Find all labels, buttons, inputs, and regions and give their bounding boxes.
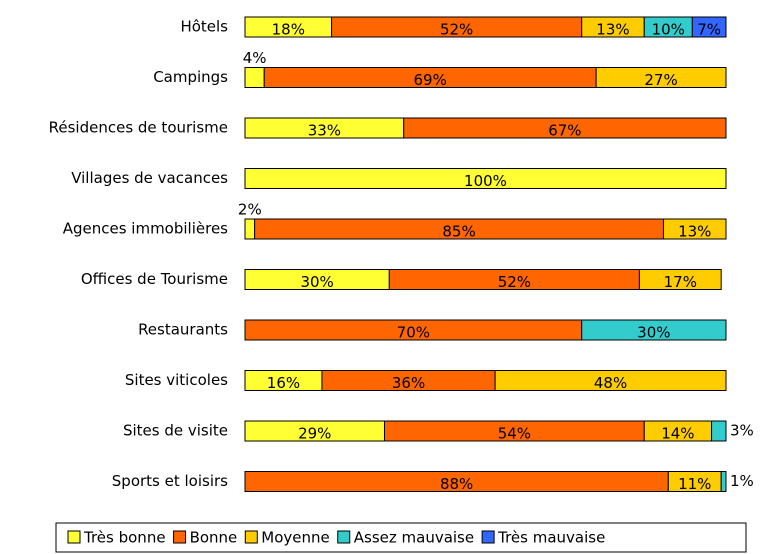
category-label: Restaurants: [138, 321, 228, 339]
value-label: 11%: [678, 475, 711, 493]
category-label: Sites viticoles: [125, 371, 228, 389]
bar-segment: [403, 117, 727, 139]
value-label: 33%: [308, 122, 341, 140]
category-label: Résidences de tourisme: [49, 119, 228, 137]
value-label: 85%: [442, 223, 475, 241]
value-label: 88%: [440, 475, 473, 493]
legend-swatch: [244, 530, 258, 544]
legend: Très bonne Bonne Moyenne Assez mauvaise Très…: [55, 522, 747, 553]
value-label: 27%: [644, 71, 677, 89]
value-label: 30%: [637, 324, 670, 342]
legend-swatch: [67, 530, 81, 544]
value-label: 29%: [298, 425, 331, 443]
value-label: 10%: [652, 21, 685, 39]
value-label: 54%: [498, 425, 531, 443]
legend-label: Assez mauvaise: [354, 529, 474, 547]
value-label: 70%: [397, 324, 430, 342]
value-label: 17%: [664, 273, 697, 291]
bar-segment: [691, 16, 727, 38]
value-label: 7%: [697, 21, 721, 39]
legend-label: Très mauvaise: [497, 529, 605, 547]
legend-label: Très bonne: [83, 529, 166, 547]
bar-segment: [244, 168, 727, 189]
bar-segment: [720, 471, 727, 492]
category-label: Offices de Tourisme: [81, 270, 228, 288]
bar-segment: [595, 67, 727, 88]
bar-segment: [662, 218, 727, 240]
value-label: 30%: [300, 273, 333, 291]
value-label: 16%: [267, 374, 300, 392]
value-label: 67%: [548, 122, 581, 140]
value-label: 2%: [238, 201, 262, 219]
bar-segment: [638, 269, 722, 290]
bar-segment: [244, 218, 256, 240]
bar-segment: [711, 420, 727, 442]
legend-swatch: [337, 530, 351, 544]
value-label: 48%: [594, 374, 627, 392]
legend-label: Bonne: [190, 529, 238, 547]
value-label: 14%: [661, 425, 694, 443]
value-label: 18%: [272, 21, 305, 39]
value-label: 52%: [498, 273, 531, 291]
category-label: Hôtels: [180, 18, 228, 36]
category-label: Villages de vacances: [71, 169, 228, 187]
value-label: 13%: [596, 21, 629, 39]
legend-label: Moyenne: [261, 529, 329, 547]
value-label: 52%: [440, 21, 473, 39]
value-label: 1%: [730, 472, 754, 490]
category-label: Sports et loisirs: [112, 472, 228, 490]
legend-swatch: [173, 530, 187, 544]
value-label: 100%: [464, 172, 507, 190]
legend-box: [55, 522, 747, 553]
value-label: 36%: [392, 374, 425, 392]
bar-segment: [581, 319, 727, 341]
category-label: Sites de visite: [123, 422, 228, 440]
category-label: Agences immobilières: [63, 220, 228, 238]
bar-segment: [494, 370, 727, 391]
bar-segment: [244, 67, 265, 88]
value-label: 69%: [414, 71, 447, 89]
value-label: 3%: [730, 422, 754, 440]
legend-swatch: [481, 530, 495, 544]
category-label: Campings: [153, 68, 228, 86]
value-label: 4%: [243, 49, 267, 67]
value-label: 13%: [678, 223, 711, 241]
